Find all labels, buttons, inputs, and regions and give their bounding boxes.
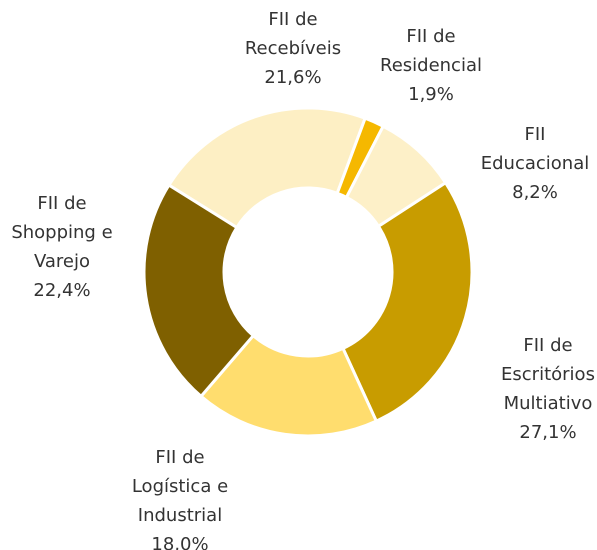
slice [198, 333, 379, 438]
slice-label: FII de Residencial [380, 26, 482, 76]
label-line: Logística e [132, 476, 228, 497]
label-line: Shopping e [11, 222, 112, 243]
value-label: 21,6% [264, 67, 321, 88]
label-line: FII de [268, 9, 317, 30]
label-line: Educacional [481, 153, 589, 174]
value-label: 27,1% [519, 422, 576, 443]
slice [166, 106, 368, 230]
label-line: Recebíveis [245, 38, 341, 59]
slice-label: FII Educacional [481, 124, 589, 174]
label-line: FII de [155, 447, 204, 468]
slice [142, 183, 256, 399]
slice-label: FII de Shopping e Varejo [11, 193, 112, 272]
label-line: FII de [523, 335, 572, 356]
value-label: 18,0% [151, 534, 208, 550]
label-line: Varejo [34, 251, 90, 272]
value-label: 1,9% [408, 84, 454, 105]
value-label: 22,4% [33, 280, 90, 301]
slice-label: FII de Escritórios Multiativo [501, 335, 595, 414]
label-line: Residencial [380, 55, 482, 76]
value-label: 8,2% [512, 182, 558, 203]
label-line: FII de [406, 26, 455, 47]
label-line: FII de [37, 193, 86, 214]
label-line: Industrial [138, 505, 222, 526]
label-line: Multiativo [504, 393, 593, 414]
label-line: FII [525, 124, 546, 145]
slice-label: FII de Recebíveis [245, 9, 341, 59]
label-line: Escritórios [501, 364, 595, 385]
slice-label: FII de Logística e Industrial [132, 447, 228, 526]
slice [340, 180, 474, 424]
